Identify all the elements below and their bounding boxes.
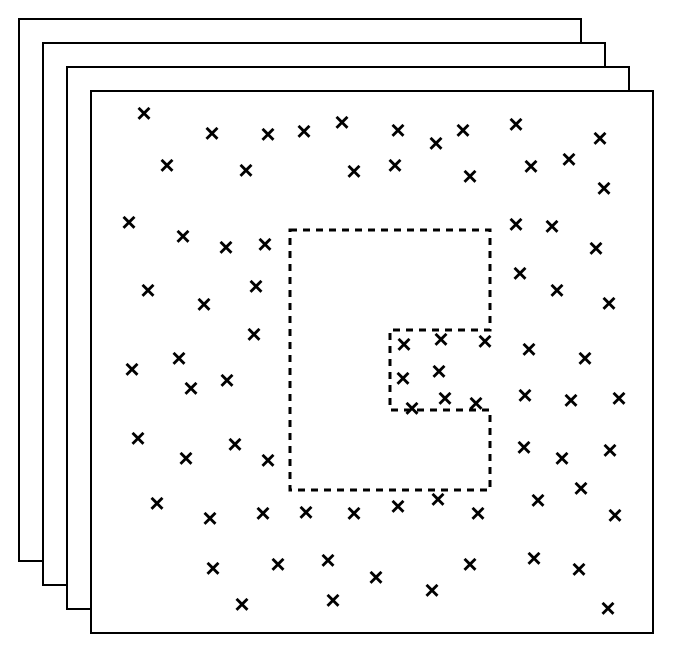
marker: ×: [602, 437, 617, 463]
marker: ×: [554, 445, 569, 471]
marker: ×: [470, 500, 485, 526]
marker: ×: [433, 326, 448, 352]
marker: ×: [121, 209, 136, 235]
marker: ×: [205, 555, 220, 581]
marker: ×: [523, 153, 538, 179]
marker: ×: [246, 321, 261, 347]
marker: ×: [516, 434, 531, 460]
marker: ×: [561, 146, 576, 172]
marker: ×: [260, 447, 275, 473]
marker: ×: [298, 499, 313, 525]
marker: ×: [404, 395, 419, 421]
marker: ×: [218, 234, 233, 260]
marker: ×: [334, 109, 349, 135]
marker: ×: [526, 545, 541, 571]
marker: ×: [130, 425, 145, 451]
marker: ×: [431, 358, 446, 384]
marker: ×: [325, 587, 340, 613]
marker: ×: [257, 231, 272, 257]
marker: ×: [544, 213, 559, 239]
marker: ×: [202, 505, 217, 531]
marker: ×: [346, 158, 361, 184]
marker: ×: [468, 390, 483, 416]
marker: ×: [563, 387, 578, 413]
marker: ×: [248, 273, 263, 299]
marker: ×: [234, 591, 249, 617]
marker: ×: [149, 490, 164, 516]
marker: ×: [390, 117, 405, 143]
marker: ×: [517, 382, 532, 408]
marker: ×: [204, 120, 219, 146]
marker: ×: [136, 100, 151, 126]
marker: ×: [424, 577, 439, 603]
marker: ×: [430, 486, 445, 512]
marker: ×: [577, 345, 592, 371]
marker: ×: [592, 125, 607, 151]
marker: ×: [455, 117, 470, 143]
marker: ×: [530, 487, 545, 513]
marker: ×: [346, 500, 361, 526]
marker: ×: [255, 500, 270, 526]
marker: ×: [462, 163, 477, 189]
marker: ×: [508, 211, 523, 237]
marker: ×: [462, 551, 477, 577]
marker: ×: [270, 551, 285, 577]
marker: ×: [521, 336, 536, 362]
marker: ×: [140, 277, 155, 303]
marker: ×: [549, 277, 564, 303]
marker: ×: [171, 345, 186, 371]
marker: ×: [390, 493, 405, 519]
marker: ×: [607, 502, 622, 528]
marker: ×: [396, 331, 411, 357]
marker: ×: [219, 367, 234, 393]
marker: ×: [178, 445, 193, 471]
marker: ×: [508, 111, 523, 137]
marker: ×: [588, 235, 603, 261]
marker: ×: [196, 291, 211, 317]
marker: ×: [611, 385, 626, 411]
marker: ×: [512, 260, 527, 286]
marker: ×: [571, 556, 586, 582]
marker: ×: [573, 475, 588, 501]
marker: ×: [437, 385, 452, 411]
marker: ×: [596, 175, 611, 201]
marker: ×: [368, 564, 383, 590]
marker: ×: [395, 365, 410, 391]
marker: ×: [124, 356, 139, 382]
marker: ×: [238, 157, 253, 183]
marker: ×: [227, 431, 242, 457]
marker: ×: [601, 290, 616, 316]
marker: ×: [428, 130, 443, 156]
marker: ×: [320, 547, 335, 573]
marker: ×: [600, 595, 615, 621]
marker: ×: [183, 375, 198, 401]
marker: ×: [296, 118, 311, 144]
marker: ×: [387, 152, 402, 178]
diagram-stage: × × × × × × × × × × × × × × × × × × × × × × × × × × × × × × × × × × × × × × × ×…: [0, 0, 675, 653]
marker: ×: [175, 223, 190, 249]
marker: ×: [260, 121, 275, 147]
marker: ×: [477, 328, 492, 354]
marker: ×: [159, 152, 174, 178]
